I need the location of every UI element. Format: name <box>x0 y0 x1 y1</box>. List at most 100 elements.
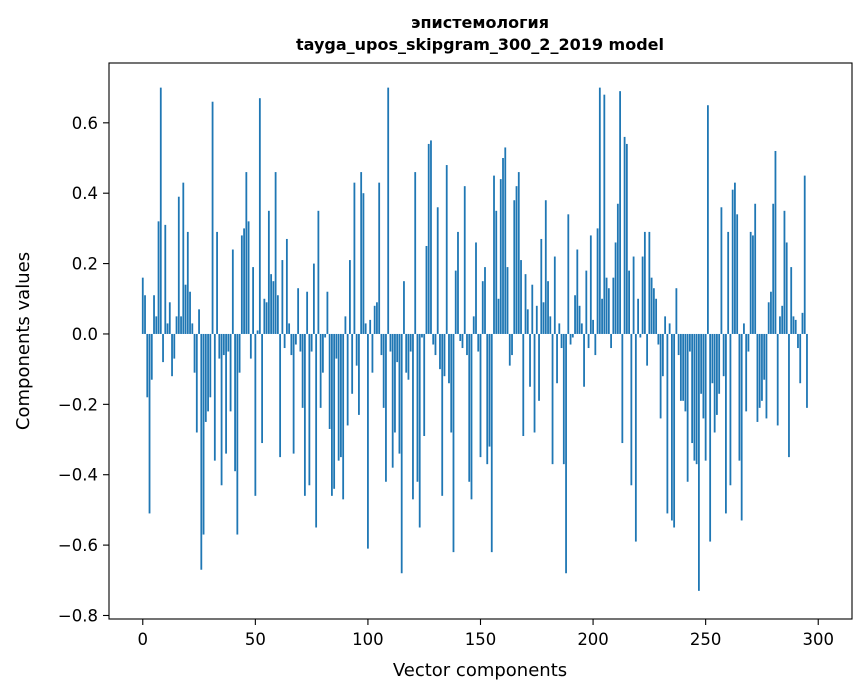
bar <box>650 277 653 334</box>
bar <box>391 333 394 468</box>
bar <box>603 94 606 334</box>
bar <box>416 333 419 482</box>
bar <box>506 267 509 334</box>
bar <box>517 172 520 334</box>
chart-title: эпистемология <box>411 13 549 32</box>
bar <box>526 309 529 334</box>
bar <box>542 302 545 334</box>
bar <box>459 333 462 341</box>
bar <box>168 302 171 334</box>
bar <box>328 333 331 429</box>
bar <box>749 231 752 334</box>
bar <box>560 333 563 349</box>
y-tick-label: 0.6 <box>72 114 98 133</box>
bar <box>727 231 730 334</box>
bar <box>349 260 351 334</box>
bar <box>396 333 399 363</box>
bar <box>425 245 428 334</box>
bar <box>216 231 218 334</box>
bar <box>198 309 200 334</box>
bar <box>643 231 646 334</box>
bar <box>756 333 759 422</box>
bar <box>767 302 770 334</box>
bar <box>414 172 417 334</box>
bar <box>781 305 784 334</box>
y-axis: −0.8 −0.6 −0.4 −0.2 0.0 0.2 0.4 0.6 <box>58 114 109 625</box>
bar <box>173 333 176 359</box>
bar <box>625 143 628 334</box>
bar <box>761 333 763 401</box>
bar <box>538 333 540 401</box>
bar <box>574 295 576 334</box>
bar <box>524 274 527 334</box>
bar <box>403 281 405 334</box>
bar <box>283 333 286 349</box>
bar <box>783 210 786 334</box>
bar <box>231 249 234 334</box>
bar <box>731 189 734 334</box>
chart-subtitle: tayga_upos_skipgram_300_2_2019 model <box>296 35 664 54</box>
x-axis-label: Vector components <box>393 660 567 681</box>
bar <box>191 323 194 334</box>
bar <box>576 249 579 334</box>
bar <box>434 333 437 356</box>
bar <box>659 333 662 419</box>
bar <box>321 333 324 373</box>
bar <box>556 333 558 384</box>
bar <box>673 333 676 528</box>
bar <box>695 333 698 465</box>
bar <box>326 291 329 334</box>
bar <box>553 256 556 334</box>
bar <box>448 333 450 384</box>
bar <box>776 333 779 426</box>
x-tick-label: 150 <box>465 630 497 649</box>
bar <box>387 87 390 334</box>
bar <box>362 193 365 334</box>
bar <box>376 302 378 334</box>
bar <box>301 333 304 408</box>
bar <box>610 333 612 349</box>
bar <box>463 186 466 334</box>
bar <box>155 316 158 334</box>
bar <box>180 316 182 334</box>
bar <box>806 333 808 408</box>
bar <box>340 333 342 458</box>
bar <box>598 87 601 334</box>
bar <box>274 172 277 334</box>
bar <box>306 291 309 334</box>
bar <box>213 333 216 461</box>
bar <box>195 333 198 433</box>
bar <box>758 333 761 408</box>
bar <box>445 165 448 334</box>
bar <box>612 277 615 334</box>
bar <box>371 333 374 373</box>
bar <box>508 333 511 366</box>
bar <box>481 281 484 334</box>
bar <box>558 323 561 334</box>
bar <box>544 200 547 334</box>
bar <box>337 333 340 461</box>
bar <box>331 333 333 496</box>
bar <box>184 284 187 334</box>
x-tick-label: 250 <box>690 630 722 649</box>
bar <box>520 260 522 334</box>
x-tick-label: 300 <box>802 630 834 649</box>
bar <box>421 333 423 338</box>
bar <box>648 231 651 334</box>
bar <box>752 235 754 334</box>
bar <box>700 333 703 394</box>
bar <box>261 333 263 444</box>
bar <box>412 333 414 500</box>
y-tick-label: −0.8 <box>58 606 98 625</box>
bar <box>641 256 644 334</box>
bar <box>297 288 300 334</box>
bar <box>263 298 266 334</box>
bar <box>157 221 160 334</box>
bar <box>704 333 707 461</box>
bar <box>450 333 453 433</box>
bar <box>288 323 291 334</box>
bar <box>679 333 682 401</box>
bar <box>596 228 599 334</box>
y-tick-label: 0.4 <box>72 184 98 203</box>
bar <box>312 263 315 334</box>
